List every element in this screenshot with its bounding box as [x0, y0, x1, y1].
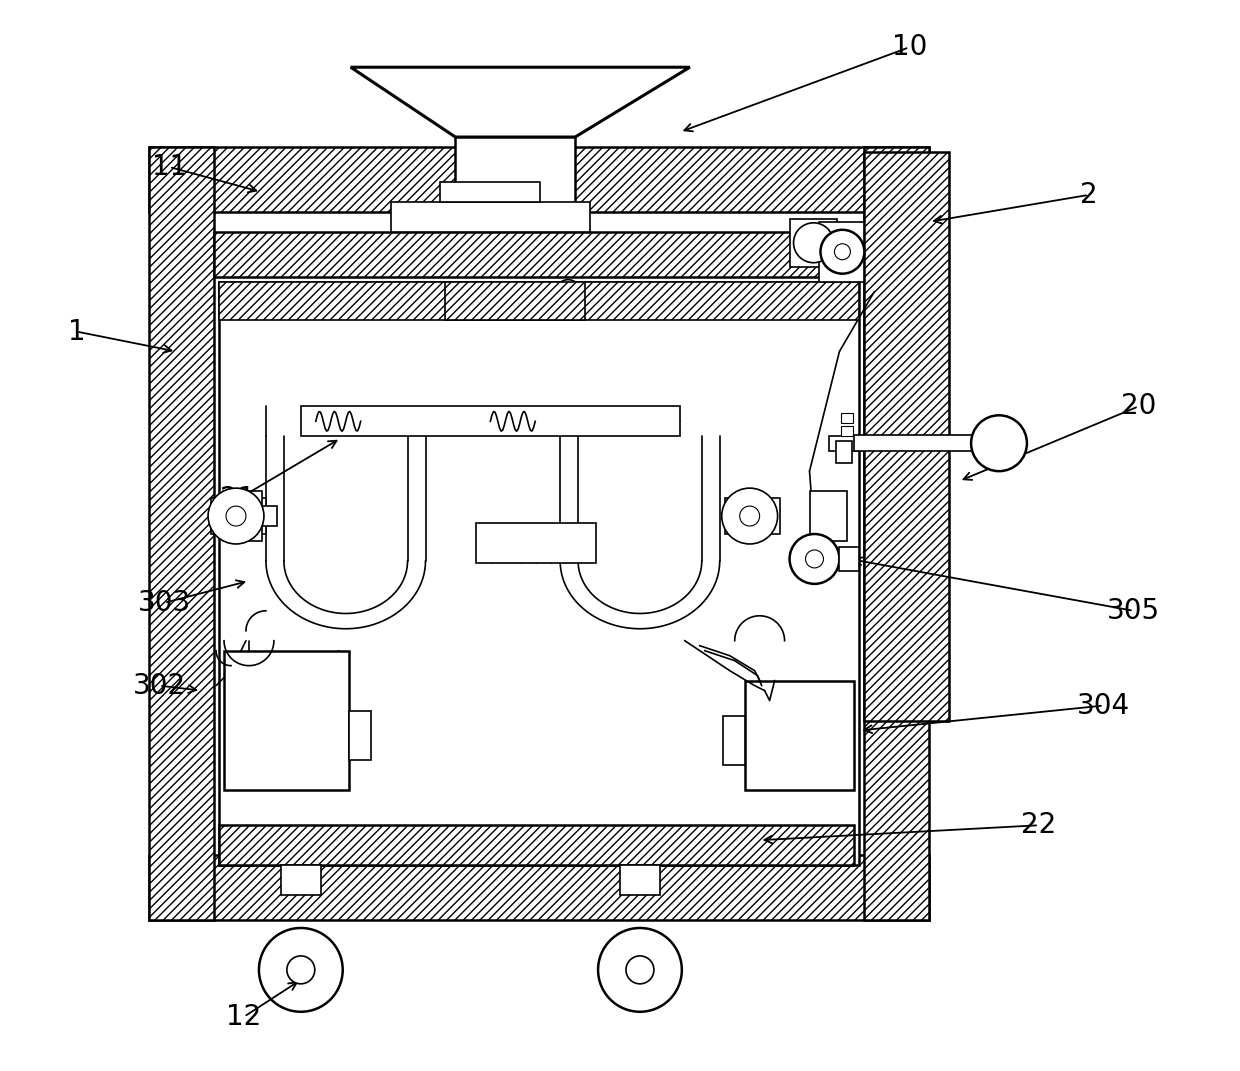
Circle shape [790, 534, 839, 584]
Text: 20: 20 [1121, 392, 1157, 420]
Bar [149, 147, 929, 212]
Text: 1: 1 [68, 317, 86, 346]
Polygon shape [351, 67, 689, 137]
Bar [445, 282, 585, 319]
Bar [735, 507, 750, 526]
Bar [149, 147, 215, 920]
Bar [476, 523, 596, 563]
Text: 302: 302 [133, 672, 186, 699]
Circle shape [208, 488, 264, 544]
Bar [219, 284, 558, 302]
Circle shape [286, 956, 315, 984]
Text: 303: 303 [138, 589, 191, 617]
Text: 11: 11 [151, 153, 187, 181]
Bar [790, 218, 837, 267]
Circle shape [226, 507, 246, 526]
Bar [215, 231, 864, 276]
Bar [864, 147, 929, 920]
Circle shape [806, 550, 823, 568]
Bar [440, 182, 541, 201]
Text: 22: 22 [1022, 811, 1056, 840]
Bar [219, 282, 859, 319]
Bar [839, 547, 859, 571]
Circle shape [598, 927, 682, 1012]
Bar [391, 201, 590, 231]
Bar [820, 222, 864, 282]
Circle shape [794, 223, 833, 262]
Circle shape [556, 280, 582, 305]
Circle shape [821, 230, 864, 274]
Bar [842, 426, 853, 436]
Circle shape [740, 507, 760, 526]
Bar [219, 282, 859, 865]
Bar [348, 710, 371, 760]
Circle shape [971, 416, 1027, 471]
Text: 21: 21 [221, 485, 255, 513]
Bar [620, 865, 660, 895]
Circle shape [835, 244, 851, 259]
Bar [219, 826, 854, 865]
Bar [149, 855, 929, 920]
Circle shape [259, 927, 342, 1012]
Bar [281, 865, 321, 895]
Bar [224, 651, 348, 790]
Text: 2: 2 [1080, 181, 1097, 209]
Bar [215, 212, 864, 855]
Bar [830, 436, 859, 451]
Text: 12: 12 [227, 1002, 262, 1030]
Bar [864, 152, 949, 721]
Bar [854, 435, 985, 451]
Circle shape [626, 956, 653, 984]
Bar [301, 406, 680, 436]
Text: 305: 305 [1107, 597, 1161, 624]
Bar [211, 498, 265, 534]
Circle shape [722, 488, 777, 544]
Bar [745, 681, 854, 790]
Bar [262, 507, 277, 526]
Text: 304: 304 [1078, 692, 1131, 720]
Bar [810, 492, 847, 541]
Bar [837, 441, 852, 463]
Bar [455, 137, 575, 212]
Bar [842, 413, 853, 423]
Bar [224, 492, 262, 541]
Bar [723, 715, 745, 766]
Text: 10: 10 [892, 33, 928, 61]
Bar [724, 498, 780, 534]
